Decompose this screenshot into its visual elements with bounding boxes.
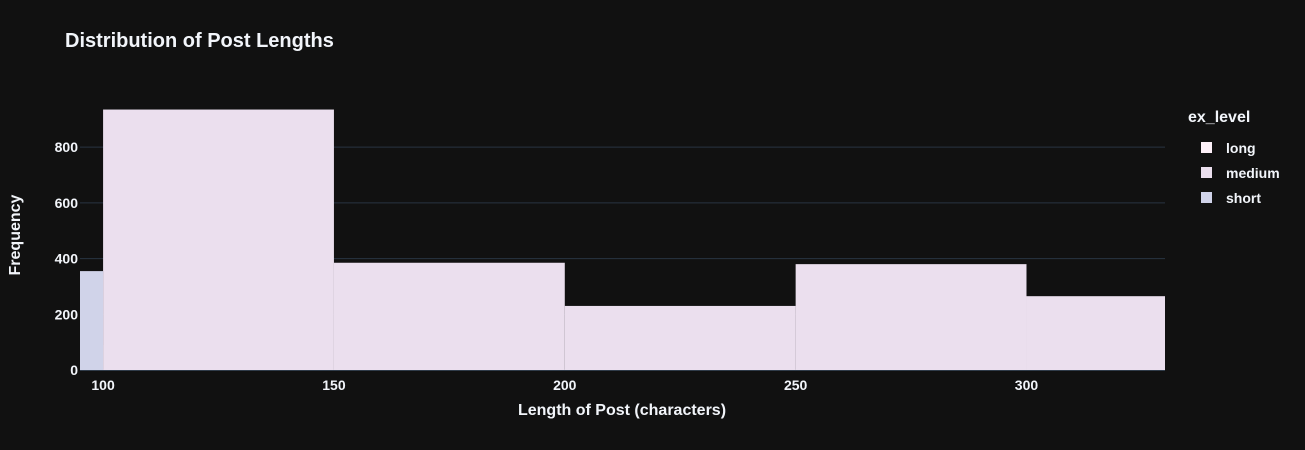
legend-label: short [1226,189,1261,206]
x-axis-label: Length of Post (characters) [517,402,727,419]
y-axis-label: Frequency [7,194,24,276]
y-tick-label: 600 [55,195,79,211]
legend-swatch [1201,142,1212,153]
y-tick-label: 800 [55,139,79,155]
legend-item-long[interactable]: long [1188,135,1280,160]
x-tick-label: 300 [1015,377,1039,393]
bar-short-95 [80,271,104,370]
legend-label: long [1226,139,1256,156]
x-tick-label: 150 [322,377,346,393]
bars [80,109,1165,371]
legend-label: medium [1226,164,1280,181]
bar-medium-200 [564,305,796,370]
bar-medium-150 [333,262,565,370]
bar-medium-250 [795,264,1027,370]
legend-swatch [1201,192,1212,203]
x-tick-label: 200 [553,377,577,393]
legend-swatch [1201,167,1212,178]
y-tick-label: 0 [70,362,78,378]
bar-medium-100 [103,109,334,371]
legend: ex_level long medium short [1188,109,1280,210]
y-tick-label: 200 [55,306,79,322]
legend-item-medium[interactable]: medium [1188,160,1280,185]
y-tick-label: 400 [55,251,79,267]
axis-ticks: 0 200 400 600 800 100 150 200 250 300 [55,139,1039,393]
x-tick-label: 250 [784,377,808,393]
legend-item-short[interactable]: short [1188,185,1280,210]
x-tick-label: 100 [91,377,115,393]
legend-title: ex_level [1188,109,1251,126]
bar-medium-300 [1026,296,1165,370]
chart-title: Distribution of Post Lengths [65,30,334,52]
